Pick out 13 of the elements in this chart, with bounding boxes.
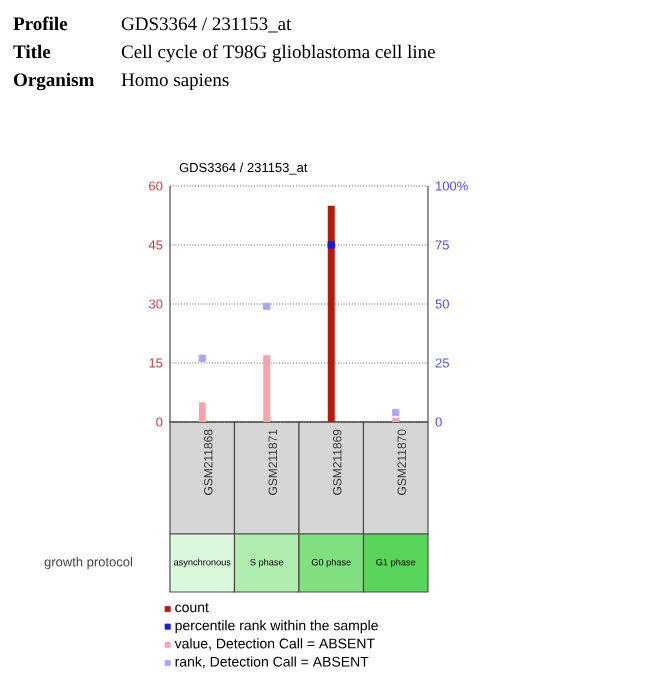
text: Cell cycle of T98G glioblastoma cell line [121, 44, 435, 63]
point [327, 241, 335, 249]
bar [263, 355, 271, 422]
point [263, 302, 271, 310]
text: Homo sapiens [121, 73, 229, 91]
text: Title [13, 44, 51, 59]
point [198, 354, 206, 362]
text: GDS3364 / 231153_at [121, 17, 292, 33]
bar [327, 205, 335, 422]
point [392, 408, 400, 417]
text: Profile [13, 16, 68, 31]
bar [198, 402, 206, 422]
text: Organism [14, 72, 95, 91]
